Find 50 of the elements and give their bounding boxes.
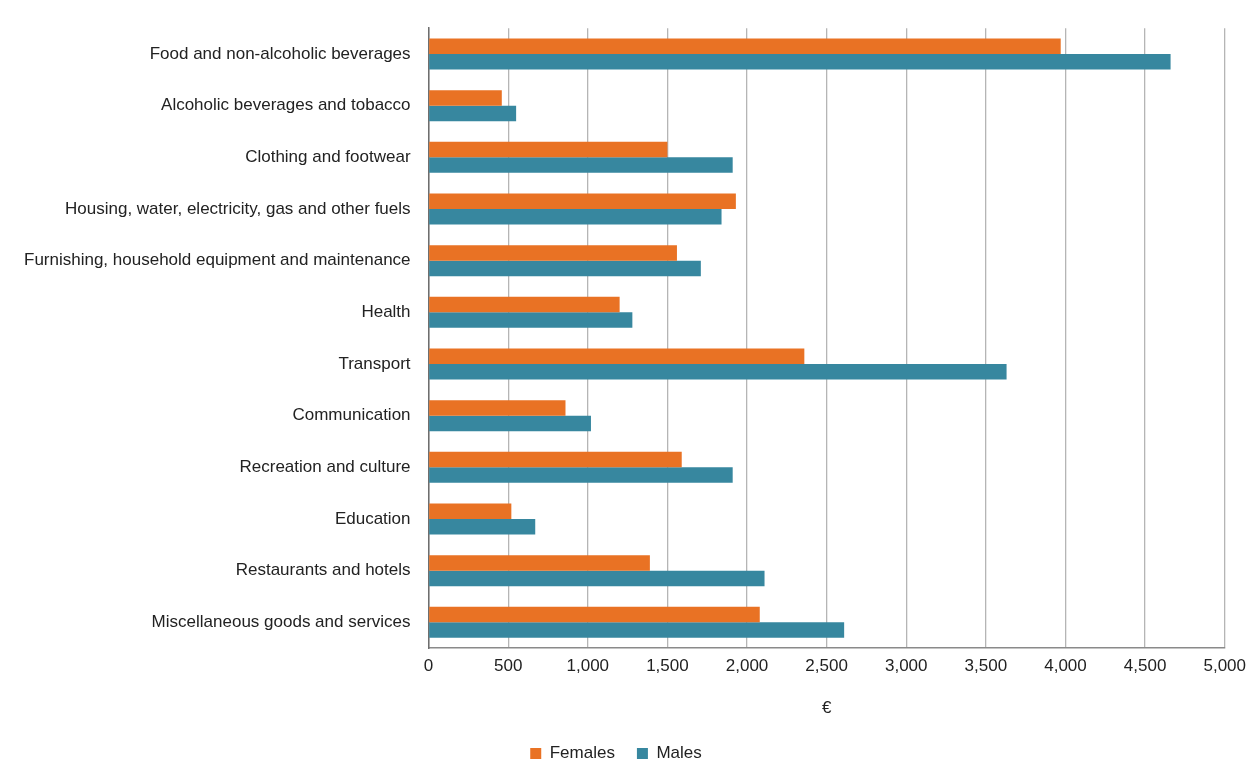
bar <box>429 400 566 416</box>
bar <box>429 622 845 638</box>
x-tick-label: 500 <box>493 656 523 676</box>
bar <box>429 90 502 106</box>
y-tick-label: Clothing and footwear <box>245 147 411 167</box>
y-tick-label: Restaurants and hotels <box>235 560 411 580</box>
bar <box>429 105 517 122</box>
y-tick-label: Alcoholic beverages and tobacco <box>161 95 411 115</box>
y-tick-label: Communication <box>292 405 411 425</box>
bar <box>429 141 668 158</box>
bar <box>429 312 633 328</box>
y-tick-label: Health <box>361 302 411 322</box>
bar <box>429 570 765 587</box>
legend-label: Males <box>656 743 702 763</box>
bar <box>429 193 736 210</box>
bar <box>429 245 677 261</box>
x-tick-label: 2,500 <box>805 656 848 676</box>
bar <box>429 157 733 173</box>
bar <box>429 209 722 225</box>
x-axis-title: € <box>821 698 832 718</box>
bar <box>429 606 760 623</box>
legend-label: Females <box>549 743 615 763</box>
bar <box>429 519 536 535</box>
bar <box>429 364 1007 380</box>
bar <box>429 451 682 468</box>
bar <box>429 555 650 571</box>
bar <box>429 415 591 432</box>
y-tick-label: Furnishing, household equipment and maintenance <box>24 250 411 270</box>
y-tick-label: Housing, water, electricity, gas and other fuels <box>65 198 411 218</box>
x-tick-label: 1,000 <box>566 656 610 676</box>
bar <box>429 503 512 520</box>
bar <box>429 54 1171 70</box>
x-tick-label: 3,000 <box>884 656 928 676</box>
bar <box>429 296 620 313</box>
y-tick-label: Transport <box>338 353 411 373</box>
y-tick-label: Food and non-alcoholic beverages <box>149 43 411 63</box>
x-tick-label: 3,500 <box>964 656 1008 676</box>
x-tick-label: 2,000 <box>725 656 769 676</box>
y-tick-label: Education <box>334 508 411 528</box>
bar <box>429 348 805 365</box>
x-tick-label: 4,500 <box>1123 656 1167 676</box>
x-tick-label: 4,000 <box>1044 656 1087 676</box>
bar <box>429 467 733 483</box>
x-tick-label: 1,500 <box>646 656 689 676</box>
x-tick-label: 5,000 <box>1203 656 1246 676</box>
bar <box>429 38 1061 55</box>
bar <box>429 260 701 277</box>
x-tick-label: 0 <box>423 656 434 676</box>
y-tick-label: Miscellaneous goods and services <box>151 612 411 632</box>
y-tick-label: Recreation and culture <box>239 457 411 477</box>
